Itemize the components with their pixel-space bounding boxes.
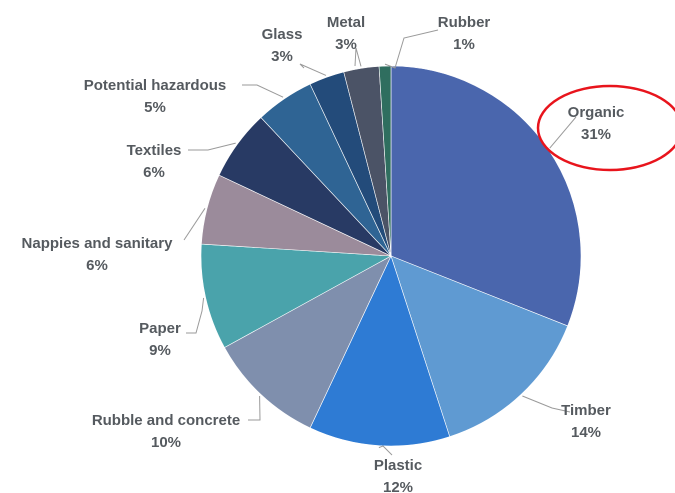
slice-name-potential-hazardous: Potential hazardous [84, 77, 227, 94]
slice-value-paper: 9% [149, 342, 171, 359]
leader-line-nappies-and-sanitary [183, 208, 206, 241]
slice-name-timber: Timber [561, 402, 611, 419]
slice-labels: Organic 31% Timber 14% Plastic 12% Rubble and … [22, 14, 625, 493]
leader-line-rubble-and-concrete [248, 395, 261, 421]
slice-name-metal: Metal [327, 14, 365, 31]
slice-value-timber: 14% [571, 424, 601, 441]
slice-label-plastic: Plastic 12% [374, 457, 422, 493]
slice-name-rubble-and-concrete: Rubble and concrete [92, 412, 240, 429]
leader-line-plastic [378, 445, 393, 456]
slice-label-potential-hazardous: Potential hazardous 5% [84, 77, 227, 116]
slice-value-glass: 3% [271, 48, 293, 65]
slice-label-glass: Glass 3% [262, 26, 303, 65]
slice-value-rubber: 1% [453, 36, 475, 53]
pie-slices [200, 65, 582, 447]
leader-line-textiles [188, 142, 236, 151]
slice-name-nappies-and-sanitary: Nappies and sanitary [22, 235, 174, 252]
slice-name-textiles: Textiles [127, 142, 182, 159]
slice-label-nappies-and-sanitary: Nappies and sanitary 6% [22, 235, 174, 274]
leader-line-potential-hazardous [242, 84, 284, 98]
leader-line-timber [522, 395, 571, 413]
slice-value-metal: 3% [335, 36, 357, 53]
slice-name-organic: Organic [568, 104, 625, 121]
slice-name-paper: Paper [139, 320, 181, 337]
slice-label-organic: Organic 31% [568, 104, 625, 143]
slice-name-plastic: Plastic [374, 457, 422, 474]
pie-slice-plastic [309, 255, 451, 447]
highlight-circle [536, 84, 675, 172]
pie-slice-rubble-and-concrete [224, 255, 392, 429]
pie-slice-paper [200, 243, 393, 348]
slice-label-rubble-and-concrete: Rubble and concrete 10% [92, 412, 240, 451]
slice-value-rubble-and-concrete: 10% [151, 434, 181, 451]
leader-line-paper [186, 297, 205, 334]
slice-value-potential-hazardous: 5% [144, 99, 166, 116]
leader-line-rubber [384, 29, 439, 69]
highlight-overlay [536, 84, 675, 172]
slice-value-textiles: 6% [143, 164, 165, 181]
leader-line-organic [549, 116, 577, 149]
slice-label-timber: Timber 14% [561, 402, 611, 441]
slice-value-plastic: 12% [383, 479, 413, 493]
slice-name-glass: Glass [262, 26, 303, 43]
slice-value-organic: 31% [581, 126, 611, 143]
slice-label-rubber: Rubber 1% [438, 14, 491, 53]
leader-line-glass [299, 63, 327, 76]
slice-label-paper: Paper 9% [139, 320, 181, 359]
slice-value-nappies-and-sanitary: 6% [86, 257, 108, 274]
leader-line-metal [354, 47, 362, 67]
slice-name-rubber: Rubber [438, 14, 491, 31]
slice-label-metal: Metal 3% [327, 14, 365, 53]
leader-lines [183, 29, 577, 456]
slice-label-textiles: Textiles 6% [127, 142, 182, 181]
